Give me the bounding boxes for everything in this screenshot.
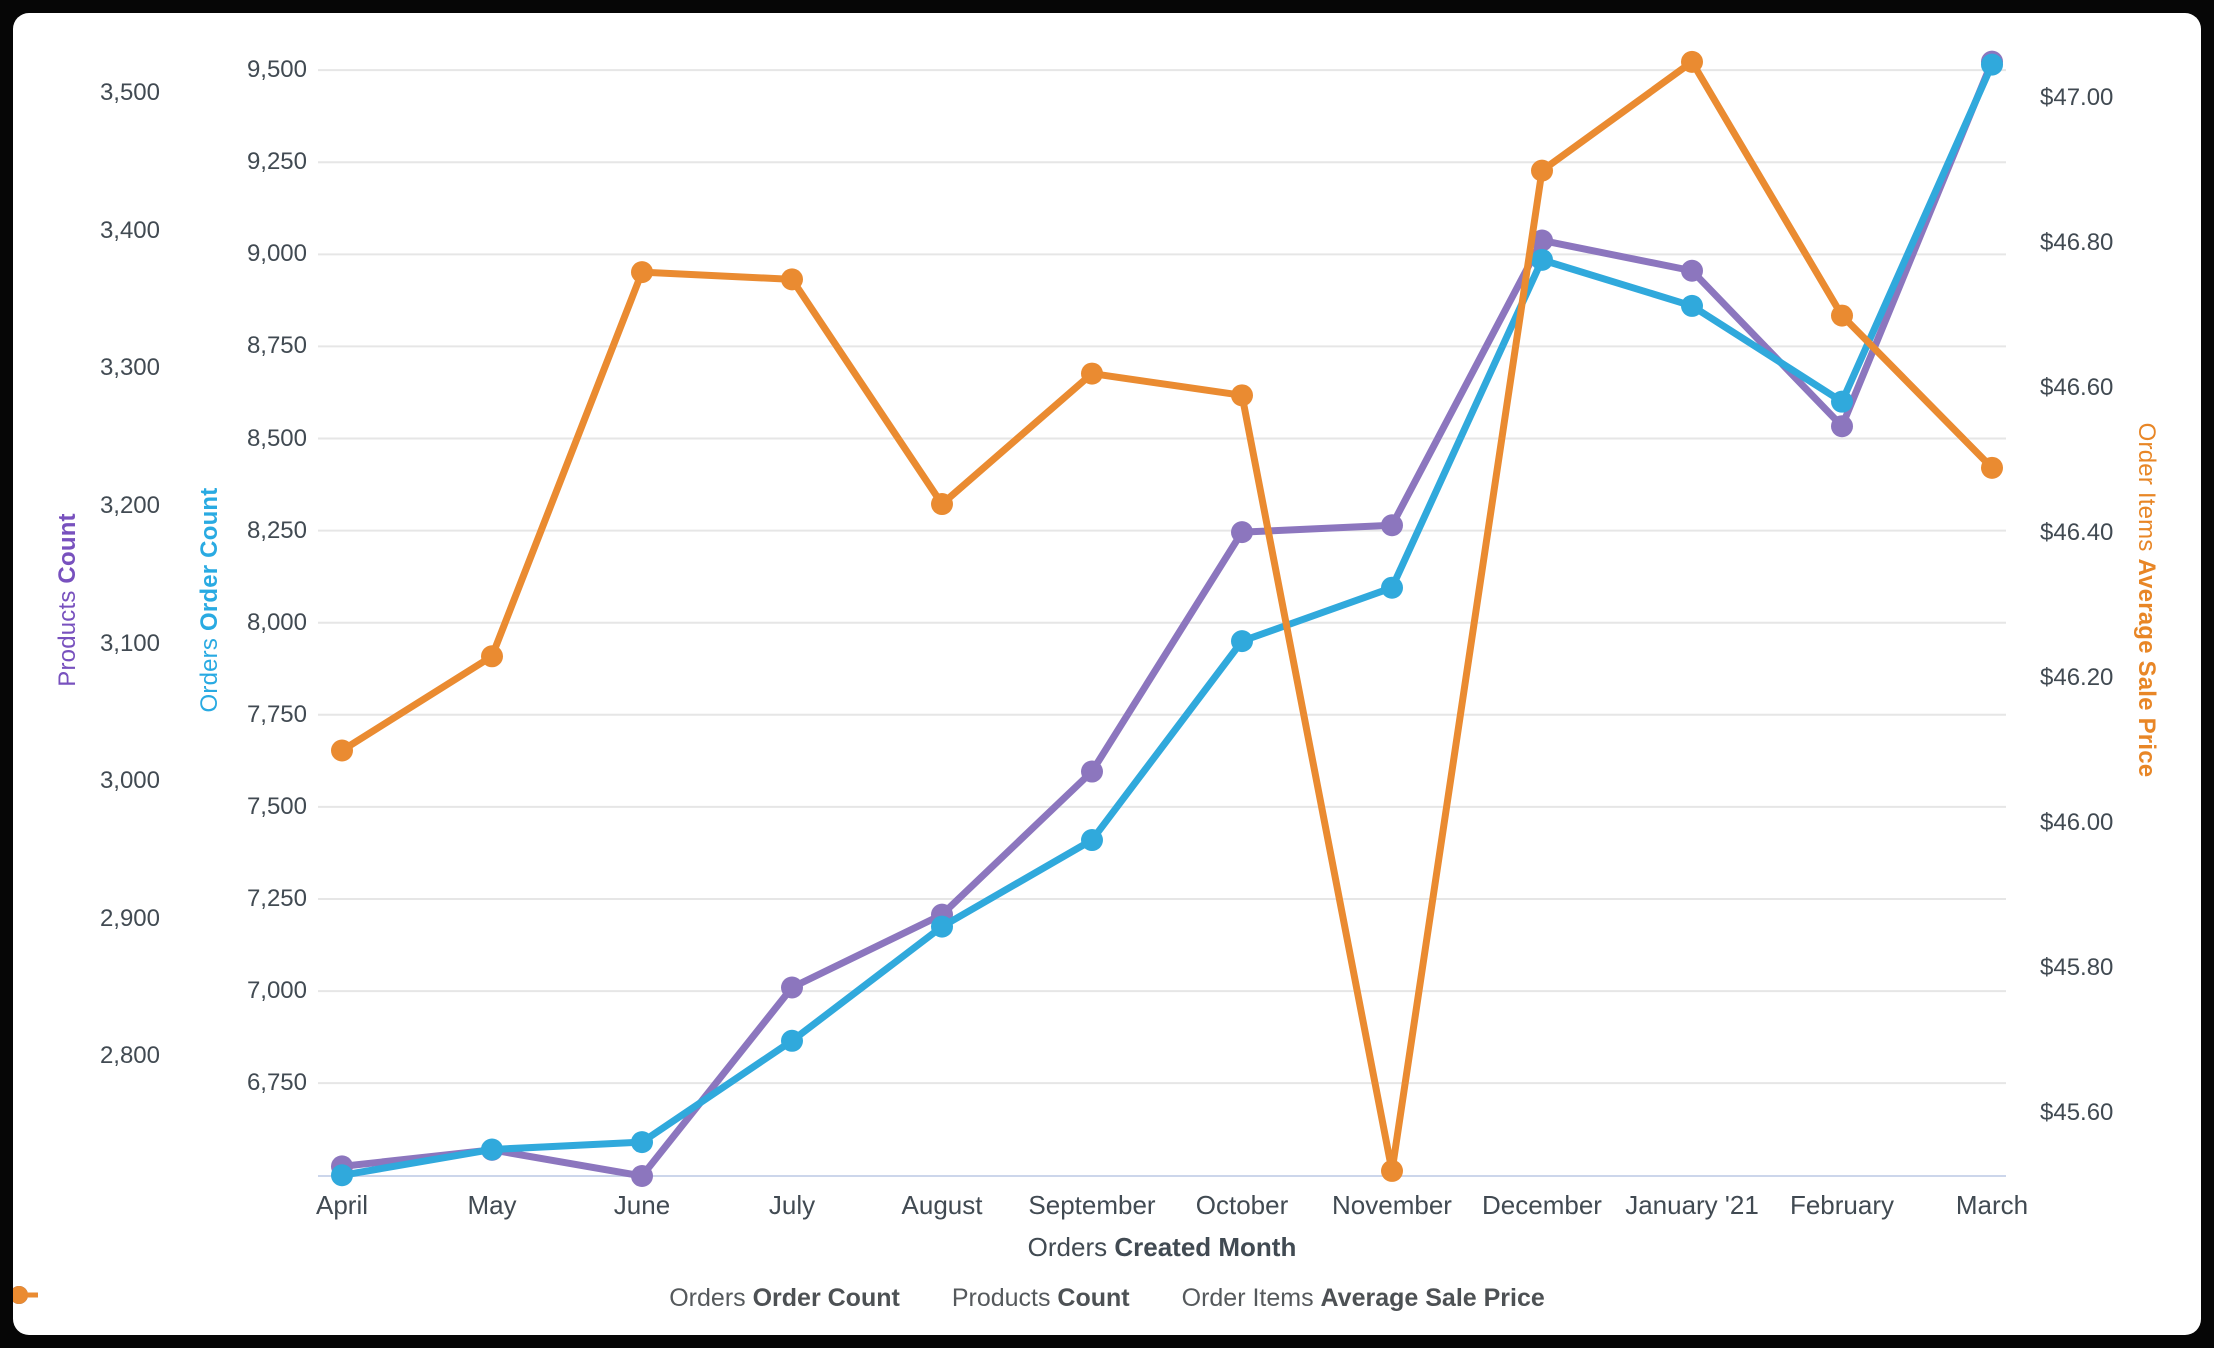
data-point-price-May[interactable] — [481, 645, 503, 668]
legend-item-order-count[interactable]: Orders Order Count — [13, 1284, 900, 1313]
line-chart — [318, 50, 2006, 1187]
data-point-products-September[interactable] — [1081, 760, 1103, 783]
x-axis-title: Orders Created Month — [862, 1232, 1462, 1263]
data-point-orders-March[interactable] — [1981, 53, 2003, 76]
data-point-orders-November[interactable] — [1381, 576, 1403, 599]
data-point-products-January '21[interactable] — [1681, 259, 1703, 282]
data-point-orders-April[interactable] — [331, 1164, 353, 1187]
data-point-orders-July[interactable] — [781, 1029, 803, 1052]
axis-title-field: Count — [54, 513, 81, 584]
legend-label: Orders Order Count — [669, 1284, 900, 1312]
axis-title-view: Products — [54, 590, 81, 687]
tick-label-price: $45.80 — [2040, 953, 2114, 981]
data-point-price-December[interactable] — [1531, 159, 1553, 182]
tick-label-orders: 8,250 — [246, 516, 307, 544]
tick-label-orders: 9,000 — [246, 240, 307, 268]
data-point-price-July[interactable] — [781, 268, 803, 291]
tick-label-products: 3,500 — [99, 79, 160, 107]
legend-label: Order Items Average Sale Price — [1181, 1284, 1545, 1312]
legend-marker — [13, 1286, 38, 1304]
tick-label-orders: 6,750 — [246, 1069, 307, 1097]
axis-title-view: Orders — [196, 637, 223, 713]
legend-item-average-sale-price[interactable]: Order Items Average Sale Price — [13, 1284, 1545, 1313]
y-axis-title-price: Order Items Average Sale Price — [2131, 250, 2161, 950]
x-tick-label: September — [1028, 1190, 1156, 1220]
x-tick-label: March — [1955, 1190, 2029, 1220]
series-line-orders — [338, 61, 1996, 1179]
x-tick-label: November — [1332, 1190, 1452, 1220]
tick-label-orders: 7,750 — [246, 700, 307, 728]
tick-label-price: $46.20 — [2040, 664, 2114, 692]
tick-label-orders: 9,250 — [246, 148, 307, 176]
tick-label-price: $46.40 — [2040, 519, 2114, 547]
data-point-price-February[interactable] — [1831, 304, 1853, 327]
tick-label-price: $45.60 — [2040, 1098, 2114, 1126]
x-tick-label: December — [1482, 1190, 1602, 1220]
tick-label-products: 3,100 — [99, 629, 160, 657]
axis-title-field: Created Month — [1114, 1232, 1297, 1262]
data-point-price-March[interactable] — [1981, 456, 2003, 479]
tick-label-orders: 9,500 — [246, 56, 307, 84]
data-point-price-April[interactable] — [331, 739, 353, 762]
tick-label-orders: 8,500 — [246, 424, 307, 452]
x-tick-label: July — [768, 1190, 816, 1220]
data-point-price-October[interactable] — [1231, 384, 1253, 407]
x-tick-label: February — [1789, 1190, 1895, 1220]
axis-title-view: Order Items — [2133, 422, 2160, 552]
tick-label-products: 2,800 — [99, 1042, 160, 1070]
data-point-products-November[interactable] — [1381, 514, 1403, 537]
tick-label-price: $46.00 — [2040, 808, 2114, 836]
data-point-orders-January '21[interactable] — [1681, 294, 1703, 317]
x-tick-label: October — [1195, 1190, 1289, 1220]
axis-title-view: Orders — [1027, 1232, 1108, 1262]
tick-label-products: 3,200 — [99, 492, 160, 519]
data-point-products-July[interactable] — [781, 976, 803, 999]
chart-stage: 3,500 3,400 3,300 3,200 3,100 3,000 2,900 2,800… — [13, 13, 2201, 1335]
data-point-orders-August[interactable] — [931, 915, 953, 938]
x-tick-label: June — [613, 1190, 671, 1220]
axis-title-field: Average Sale Price — [2133, 558, 2160, 778]
data-point-orders-September[interactable] — [1081, 829, 1103, 852]
chart-legend: Orders Order Count Products Count Order It… — [13, 1284, 2201, 1313]
y-axis-title-products: Products Count — [53, 250, 83, 950]
tick-label-orders: 7,250 — [246, 884, 307, 912]
data-point-orders-May[interactable] — [481, 1138, 503, 1161]
tick-label-price: $47.00 — [2040, 84, 2114, 112]
tick-label-orders: 8,750 — [246, 332, 307, 360]
data-point-price-September[interactable] — [1081, 362, 1103, 385]
axis-title-field: Order Count — [196, 487, 223, 632]
data-point-price-January '21[interactable] — [1681, 50, 1703, 73]
series-line-price — [338, 58, 1996, 1175]
tick-label-products: 3,000 — [99, 767, 160, 795]
data-point-orders-October[interactable] — [1231, 630, 1253, 653]
data-point-orders-December[interactable] — [1531, 248, 1553, 271]
series-line-products — [338, 58, 1996, 1180]
y-axis-title-orders: Orders Order Count — [195, 250, 225, 950]
x-tick-label: April — [315, 1190, 368, 1220]
chart-card: 3,500 3,400 3,300 3,200 3,100 3,000 2,900 2,800… — [13, 13, 2201, 1335]
tick-label-price: $46.60 — [2040, 374, 2114, 402]
legend-item-count[interactable]: Products Count — [13, 1284, 1130, 1313]
tick-label-products: 3,400 — [99, 216, 160, 244]
legend-label: Products Count — [951, 1284, 1130, 1312]
tick-label-products: 3,300 — [99, 354, 160, 382]
tick-label-orders: 8,000 — [246, 608, 307, 636]
data-point-orders-June[interactable] — [631, 1131, 653, 1154]
data-point-price-August[interactable] — [931, 493, 953, 516]
tick-label-price: $46.80 — [2040, 229, 2114, 257]
tick-label-orders: 7,500 — [246, 792, 307, 820]
data-point-products-October[interactable] — [1231, 521, 1253, 544]
tick-label-products: 2,900 — [99, 904, 160, 932]
x-tick-label: August — [901, 1190, 983, 1220]
data-point-price-June[interactable] — [631, 261, 653, 284]
x-tick-label: January '21 — [1625, 1190, 1759, 1220]
data-point-products-February[interactable] — [1831, 415, 1853, 438]
x-tick-label: May — [467, 1190, 517, 1220]
data-point-products-June[interactable] — [631, 1165, 653, 1187]
tick-label-orders: 7,000 — [246, 977, 307, 1005]
data-point-price-November[interactable] — [1381, 1159, 1403, 1182]
data-point-orders-February[interactable] — [1831, 390, 1853, 413]
data-point-products-December[interactable] — [1531, 229, 1553, 252]
